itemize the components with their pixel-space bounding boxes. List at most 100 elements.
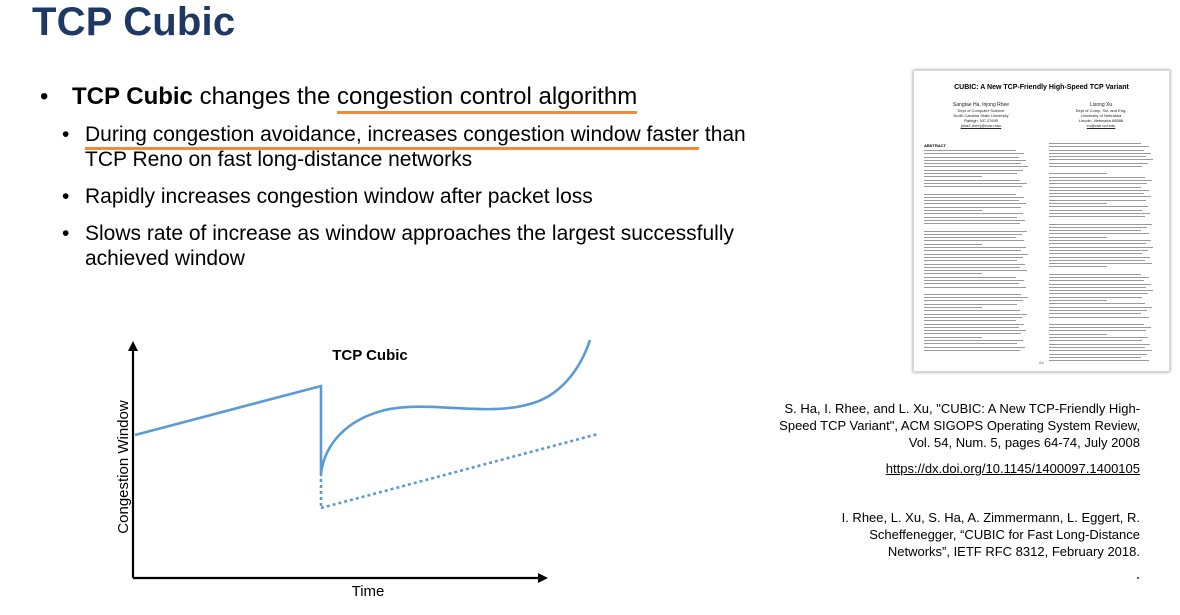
paper-text-line [1049,236,1107,238]
sub-bullet-2: • Rapidly increases congestion window af… [62,184,860,209]
paper-text-line [924,156,1019,158]
paper-text-line [1049,206,1148,208]
paper-text-line [924,346,1025,348]
highlight-congestion-control: congestion control algorithm [337,83,638,114]
paper-text-line [924,243,982,245]
paper-text-line [1049,330,1146,332]
paper-text-line [1049,226,1147,228]
paper-text-line [924,203,1026,205]
cubic-diagram: TCP Cubic Congestion Window Time [115,339,599,600]
paper-text-line [924,323,1024,325]
paper-right-column [1049,143,1154,362]
reference-2-line1: I. Rhee, L. Xu, S. Ha, A. Zimmermann, L.… [841,510,1140,525]
paper-author-2-name: Lisong Xu [1089,102,1113,108]
paper-text-line [1049,273,1142,275]
paper-text-line [924,223,1020,225]
paper-text-line [924,200,1019,202]
paper-text-line [924,256,1023,258]
highlight-congestion-avoidance: During congestion avoidance, increases c… [85,123,700,150]
sub-bullet-3: • Slows rate of increase as window appro… [62,221,860,271]
paper-text-line [924,266,1020,268]
paper-text-line [1049,293,1148,295]
paper-text-line [1049,350,1152,352]
paper-author-2: Lisong Xu Dept of Comp. Sci. and Eng. Un… [1046,102,1156,129]
paper-text-line [1049,300,1107,302]
cubic-curve [319,339,592,474]
paper-text-line [924,343,1018,345]
paper-text-line [1049,283,1151,285]
paper-text-line [1049,233,1149,235]
paper-text-line [1049,152,1151,154]
paper-text-line [1049,149,1144,151]
paper-text-line [924,186,1022,188]
paper-thumbnail: CUBIC: A New TCP-Friendly High-Speed TCP… [913,70,1170,372]
paper-text-line [1049,346,1145,348]
paper-text-line [1049,263,1152,265]
paper-text-line [1049,196,1151,198]
paper-text-line [1049,193,1144,195]
paper-text-line [924,330,1026,332]
paper-text-line [924,307,982,309]
diagram-title: TCP Cubic [332,347,408,364]
paper-text-line [924,173,1018,175]
paper-text-line [924,279,1024,281]
slide-title: TCP Cubic [32,0,236,44]
paper-text-line [924,260,1018,262]
paper-author-2-city: Lincoln, Nebraska 68588 [1078,118,1124,123]
paper-text-line [1049,266,1107,268]
paper-text-line [1049,323,1144,325]
reference-2-line2: Scheffenegger, “CUBIC for Fast Long-Dist… [869,527,1140,542]
paper-author-1-city: Raleigh, NC 27695 [964,118,998,123]
reference-1: S. Ha, I. Rhee, and L. Xu, "CUBIC: A New… [740,400,1140,451]
paper-author-1-email: {sha2,rhee}@ncsu.edu [960,123,1002,128]
paper-text-line [1049,216,1145,218]
paper-text-line [924,333,1021,335]
paper-text-line [1049,327,1151,329]
bullet-dot: • [62,185,70,208]
paper-text-line [924,153,1024,155]
paper-text-line [924,340,1023,342]
paper-text-line [924,230,1027,232]
reference-2-line3: Networks”, IETF RFC 8312, February 2018. [887,544,1140,559]
paper-author-2-dept: Dept of Comp. Sci. and Eng. [1075,108,1127,113]
bullet-main: • TCP Cubic changes the congestion contr… [40,82,860,114]
paper-author-1-univ: North Carolina State University [953,113,1009,118]
x-axis-label: Time [352,583,385,600]
paper-text-line [1049,337,1148,339]
paper-text-line [1049,223,1152,225]
paper-author-1: Sangtae Ha, Injong Rhee Dept of Computer… [926,103,1036,129]
paper-text-line [1049,199,1146,201]
sub-bullet-3-line1: Slows rate of increase as window approac… [85,222,734,245]
paper-text-line [924,326,1019,328]
paper-text-line [1049,166,1143,168]
paper-text-line [1049,146,1149,148]
paper-text-line [924,240,1024,242]
pre-loss-curve [134,384,323,473]
paper-text-line [924,166,1028,168]
reference-1-line3: Vol. 54, Num. 5, pages 64-74, July 2008 [908,435,1140,450]
paper-text-line [924,250,1021,252]
sub-bullet-1-rest: than [699,123,746,146]
paper-text-line [1049,343,1150,345]
bullet-list: • TCP Cubic changes the congestion contr… [40,82,860,283]
paper-text-line [924,210,982,212]
paper-text-line [924,163,1021,165]
bullet-dot: • [62,123,70,146]
reference-2: I. Rhee, L. Xu, S. Ha, A. Zimmermann, L.… [740,509,1140,560]
paper-text-line [924,193,1017,195]
paper-text-line [1049,253,1143,255]
doi-link[interactable]: https://dx.doi.org/10.1145/1400097.14001… [885,461,1140,476]
bullet-dot: • [62,222,70,245]
paper-abstract-heading: ABSTRACT [924,143,946,148]
paper-text-line [1049,280,1144,282]
paper-text-line [924,336,982,338]
paper-text-line [1049,189,1149,191]
bullet-main-bold: TCP Cubic [72,83,193,110]
paper-text-line [1049,353,1147,355]
paper-text-line [924,273,982,275]
paper-author-1-dept: Dept of Computer Science [957,108,1005,113]
paper-text-line [1049,183,1147,185]
doi-link-container: https://dx.doi.org/10.1145/1400097.14001… [740,460,1140,477]
paper-text-line [924,283,1019,285]
